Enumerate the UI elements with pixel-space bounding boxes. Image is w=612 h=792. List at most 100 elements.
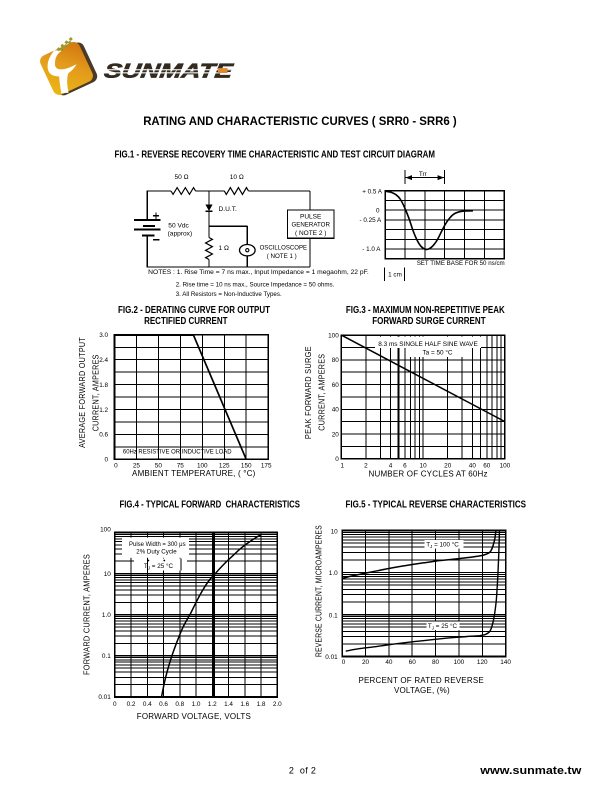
svg-text:1.8: 1.8	[99, 382, 108, 389]
svg-text:+ 0.5 A: + 0.5 A	[362, 188, 383, 195]
svg-text:40: 40	[469, 463, 477, 470]
svg-text:PULSE: PULSE	[300, 213, 322, 220]
svg-text:2.0: 2.0	[273, 701, 282, 708]
svg-text:0.1: 0.1	[329, 612, 338, 619]
svg-text:- 0.25 A: - 0.25 A	[359, 217, 382, 224]
svg-text:10: 10	[420, 463, 428, 470]
svg-text:RATING AND CHARACTERISTIC CURV: RATING AND CHARACTERISTIC CURVES ( SRR0 …	[143, 114, 457, 128]
svg-text:www.sunmate.tw: www.sunmate.tw	[479, 765, 582, 777]
svg-text:40: 40	[332, 407, 340, 414]
svg-text:100: 100	[454, 659, 465, 666]
svg-text:60: 60	[483, 463, 491, 470]
svg-text:VOLTAGE, (%): VOLTAGE, (%)	[394, 686, 450, 695]
svg-text:80: 80	[432, 659, 440, 666]
svg-text:2% Duty Cycle: 2% Duty Cycle	[136, 549, 177, 556]
svg-text:1.6: 1.6	[240, 701, 249, 708]
svg-text:FIG.3 - MAXIMUM NON-REPETITIVE: FIG.3 - MAXIMUM NON-REPETITIVE PEAK	[346, 305, 505, 316]
svg-text:120: 120	[477, 659, 488, 666]
svg-text:CURRENT, AMPERES: CURRENT, AMPERES	[318, 354, 327, 431]
svg-text:CURRENT, AMPERES: CURRENT, AMPERES	[92, 354, 101, 431]
svg-text:1.4: 1.4	[224, 701, 233, 708]
svg-text:1.8: 1.8	[257, 701, 266, 708]
svg-text:FORWARD CURRENT, AMPERES: FORWARD CURRENT, AMPERES	[83, 554, 92, 675]
svg-text:25: 25	[133, 462, 141, 469]
svg-text:1: 1	[341, 463, 345, 470]
svg-text:Ta = 50 °C: Ta = 50 °C	[422, 349, 452, 357]
svg-text:0.2: 0.2	[127, 701, 136, 708]
svg-text:NOTES : 1. Rise Time = 7 ns m: NOTES : 1. Rise Time = 7 ns max., Input …	[148, 269, 369, 276]
svg-text:0: 0	[342, 659, 346, 666]
svg-text:TJ = 100 °C: TJ = 100 °C	[426, 540, 459, 548]
svg-text:100: 100	[197, 462, 208, 469]
svg-text:2. Rise time = 10 ns max., Sou: 2. Rise time = 10 ns max., Source Impeda…	[176, 282, 335, 289]
svg-text:OSCILLOSCOPE: OSCILLOSCOPE	[260, 245, 308, 252]
svg-text:SET TIME BASE FOR 50 ns/cm: SET TIME BASE FOR 50 ns/cm	[417, 260, 505, 267]
svg-text:PERCENT OF RATED REVERSE: PERCENT OF RATED REVERSE	[358, 676, 483, 685]
svg-text:6: 6	[403, 463, 407, 470]
svg-text:FORWARD SURGE CURRENT: FORWARD SURGE CURRENT	[372, 316, 485, 327]
svg-text:50 Ω: 50 Ω	[174, 174, 188, 181]
svg-text:TJ = 25 °C: TJ = 25 °C	[144, 562, 174, 570]
svg-text:Trr: Trr	[419, 171, 428, 178]
svg-text:0: 0	[335, 456, 339, 463]
svg-text:1.2: 1.2	[208, 701, 217, 708]
svg-text:20: 20	[444, 463, 452, 470]
svg-text:FIG.5 - TYPICAL REVERSE CHARAC: FIG.5 - TYPICAL REVERSE CHARACTERISTICS	[346, 500, 527, 511]
svg-text:0: 0	[376, 207, 380, 214]
svg-text:3.0: 3.0	[99, 332, 108, 339]
svg-text:3. All Resistors = Non-Inducti: 3. All Resistors = Non-Inductive Types.	[176, 291, 282, 298]
svg-text:0.1: 0.1	[102, 653, 111, 660]
svg-text:2: 2	[364, 463, 368, 470]
svg-text:D.U.T.: D.U.T.	[219, 206, 237, 213]
svg-text:75: 75	[177, 462, 185, 469]
svg-text:1.0: 1.0	[102, 612, 111, 619]
svg-text:1.2: 1.2	[99, 407, 108, 414]
svg-text:FIG.2 - DERATING CURVE FOR OUT: FIG.2 - DERATING CURVE FOR OUTPUT	[118, 305, 270, 316]
svg-text:0.8: 0.8	[175, 701, 184, 708]
svg-text:60Hz RESISTIVE OR INDUCTIVE LO: 60Hz RESISTIVE OR INDUCTIVE LOAD	[123, 449, 232, 456]
svg-text:2 of 2: 2 of 2	[289, 766, 316, 776]
svg-text:10 Ω: 10 Ω	[230, 174, 244, 181]
svg-text:100: 100	[328, 332, 339, 339]
svg-text:175: 175	[261, 462, 272, 469]
svg-text:REVERSE CURRENT, MICROAMPERES: REVERSE CURRENT, MICROAMPERES	[315, 525, 324, 657]
svg-text:125: 125	[219, 462, 230, 469]
svg-text:0.01: 0.01	[98, 694, 111, 701]
svg-text:0: 0	[113, 701, 117, 708]
svg-text:(approx): (approx)	[168, 230, 193, 237]
svg-text:150: 150	[241, 462, 252, 469]
svg-text:2.4: 2.4	[99, 357, 108, 364]
svg-text:1 Ω: 1 Ω	[219, 245, 229, 252]
svg-text:SUNMATE: SUNMATE	[103, 61, 235, 83]
svg-text:10: 10	[104, 571, 112, 578]
svg-text:1.0: 1.0	[192, 701, 201, 708]
svg-text:PEAK FORWARD SURGE: PEAK FORWARD SURGE	[304, 346, 313, 439]
svg-text:4: 4	[389, 463, 393, 470]
svg-text:50: 50	[155, 462, 163, 469]
svg-text:40: 40	[385, 659, 393, 666]
svg-text:- 1.0 A: - 1.0 A	[362, 246, 381, 253]
svg-text:AMBIENT TEMPERATURE, ( °C): AMBIENT TEMPERATURE, ( °C)	[132, 469, 256, 478]
svg-text:0.01: 0.01	[325, 654, 338, 661]
svg-text:TJ = 25 °C: TJ = 25 °C	[428, 622, 458, 630]
svg-text:50 Vdc: 50 Vdc	[168, 223, 189, 230]
svg-text:0: 0	[114, 462, 118, 469]
svg-text:0: 0	[105, 457, 109, 464]
svg-text:80: 80	[332, 357, 340, 364]
svg-text:GENERATOR: GENERATOR	[291, 222, 330, 229]
svg-text:AVERAGE FORWARD OUTPUT: AVERAGE FORWARD OUTPUT	[78, 337, 87, 448]
svg-text:RECTIFIED CURRENT: RECTIFIED CURRENT	[144, 316, 227, 327]
svg-text:20: 20	[362, 659, 370, 666]
svg-text:140: 140	[500, 659, 511, 666]
svg-text:FORWARD VOLTAGE, VOLTS: FORWARD VOLTAGE, VOLTS	[137, 712, 251, 721]
svg-text:FIG.4 - TYPICAL FORWARD CHARA: FIG.4 - TYPICAL FORWARD CHARACTERISTICS	[120, 500, 301, 511]
svg-text:60: 60	[332, 382, 340, 389]
svg-text:Pulse Width = 300 μs: Pulse Width = 300 μs	[129, 541, 186, 548]
svg-text:10: 10	[331, 529, 339, 536]
svg-text:20: 20	[332, 431, 340, 438]
svg-text:( NOTE 1 ): ( NOTE 1 )	[267, 253, 297, 260]
svg-text:100: 100	[100, 527, 111, 534]
svg-text:8.3 ms SINGLE HALF SINE WAVE: 8.3 ms SINGLE HALF SINE WAVE	[378, 341, 478, 348]
svg-text:0.6: 0.6	[99, 432, 108, 439]
svg-text:( NOTE 2 ): ( NOTE 2 )	[295, 230, 326, 237]
